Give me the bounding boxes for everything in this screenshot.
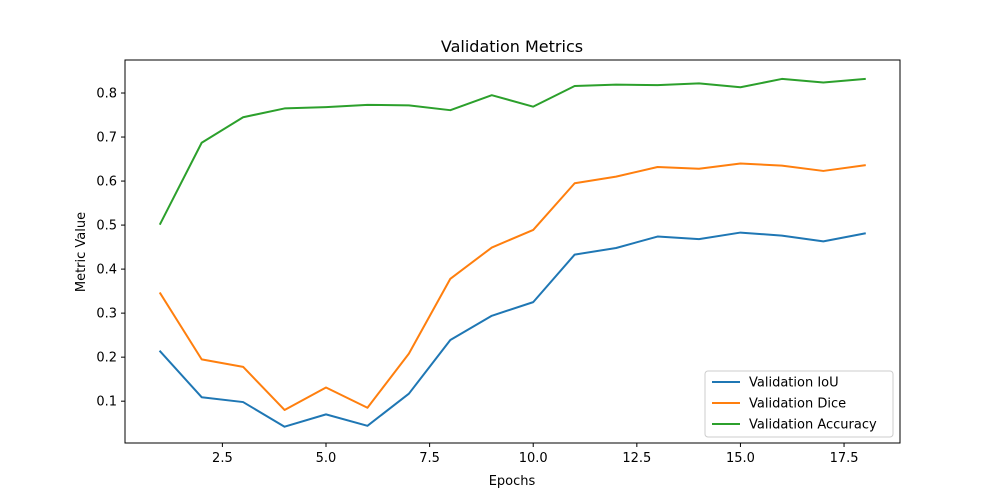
x-tick-label: 10.0 bbox=[519, 451, 548, 466]
series-line-validation-iou bbox=[158, 231, 866, 428]
series-layer bbox=[158, 77, 866, 428]
x-tick-label: 5.0 bbox=[316, 451, 337, 466]
x-tick-label: 15.0 bbox=[726, 451, 755, 466]
chart-title: Validation Metrics bbox=[441, 37, 583, 56]
y-tick-label: 0.5 bbox=[96, 219, 117, 234]
x-tick-label: 12.5 bbox=[622, 451, 651, 466]
y-tick-label: 0.2 bbox=[96, 351, 117, 366]
legend-label-validation-dice: Validation Dice bbox=[749, 397, 846, 412]
legend-label-validation-accuracy: Validation Accuracy bbox=[749, 418, 877, 433]
legend: Validation IoU Validation Dice Validation … bbox=[704, 370, 894, 438]
x-tick-label: 17.5 bbox=[830, 451, 859, 466]
legend-label-validation-iou: Validation IoU bbox=[749, 376, 839, 391]
y-tick-label: 0.3 bbox=[96, 307, 117, 322]
y-tick-label: 0.4 bbox=[96, 263, 117, 278]
y-axis-label: Metric Value bbox=[74, 212, 89, 292]
x-tick-label: 7.5 bbox=[419, 451, 440, 466]
x-axis-label: Epochs bbox=[489, 474, 536, 489]
y-tick-label: 0.6 bbox=[96, 175, 117, 190]
tick-layer: 2.5 5.0 7.5 10.0 12.5 15.0 17.5 0.1 0.2 0.3 0.4 0.5… bbox=[96, 87, 858, 466]
legend-box bbox=[704, 370, 894, 438]
y-tick-label: 0.7 bbox=[96, 131, 117, 146]
y-tick-label: 0.8 bbox=[96, 87, 117, 102]
plot-frame bbox=[124, 59, 901, 444]
x-tick-label: 2.5 bbox=[212, 451, 233, 466]
series-line-validation-accuracy bbox=[158, 77, 866, 226]
series-line-validation-dice bbox=[158, 162, 866, 411]
y-tick-label: 0.1 bbox=[96, 395, 117, 410]
